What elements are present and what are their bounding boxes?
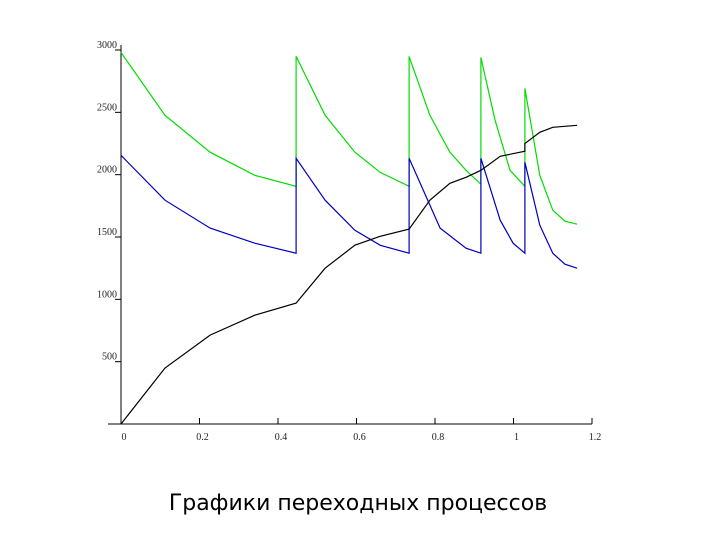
y-tick-label: 2500 [97,102,117,113]
x-tick-label: 0.6 [353,432,366,443]
x-tick-label: 0.4 [275,432,288,443]
series-line [120,154,578,269]
x-tick-label: 1.2 [589,432,602,443]
x-tick-label: 0.2 [196,432,209,443]
x-tick-label: 1 [514,432,519,443]
y-tick-label: 1500 [97,227,117,238]
series-line [120,124,578,425]
y-tick-label: 500 [102,352,117,363]
y-tick-label: 3000 [97,40,117,51]
x-tick-label: 0 [122,432,127,443]
y-tick-label: 2000 [97,165,117,176]
caption: Графики переходных процессов [169,491,547,516]
series-line [120,52,578,225]
y-tick-label: 1000 [97,289,117,300]
x-tick-label: 0.8 [432,432,445,443]
